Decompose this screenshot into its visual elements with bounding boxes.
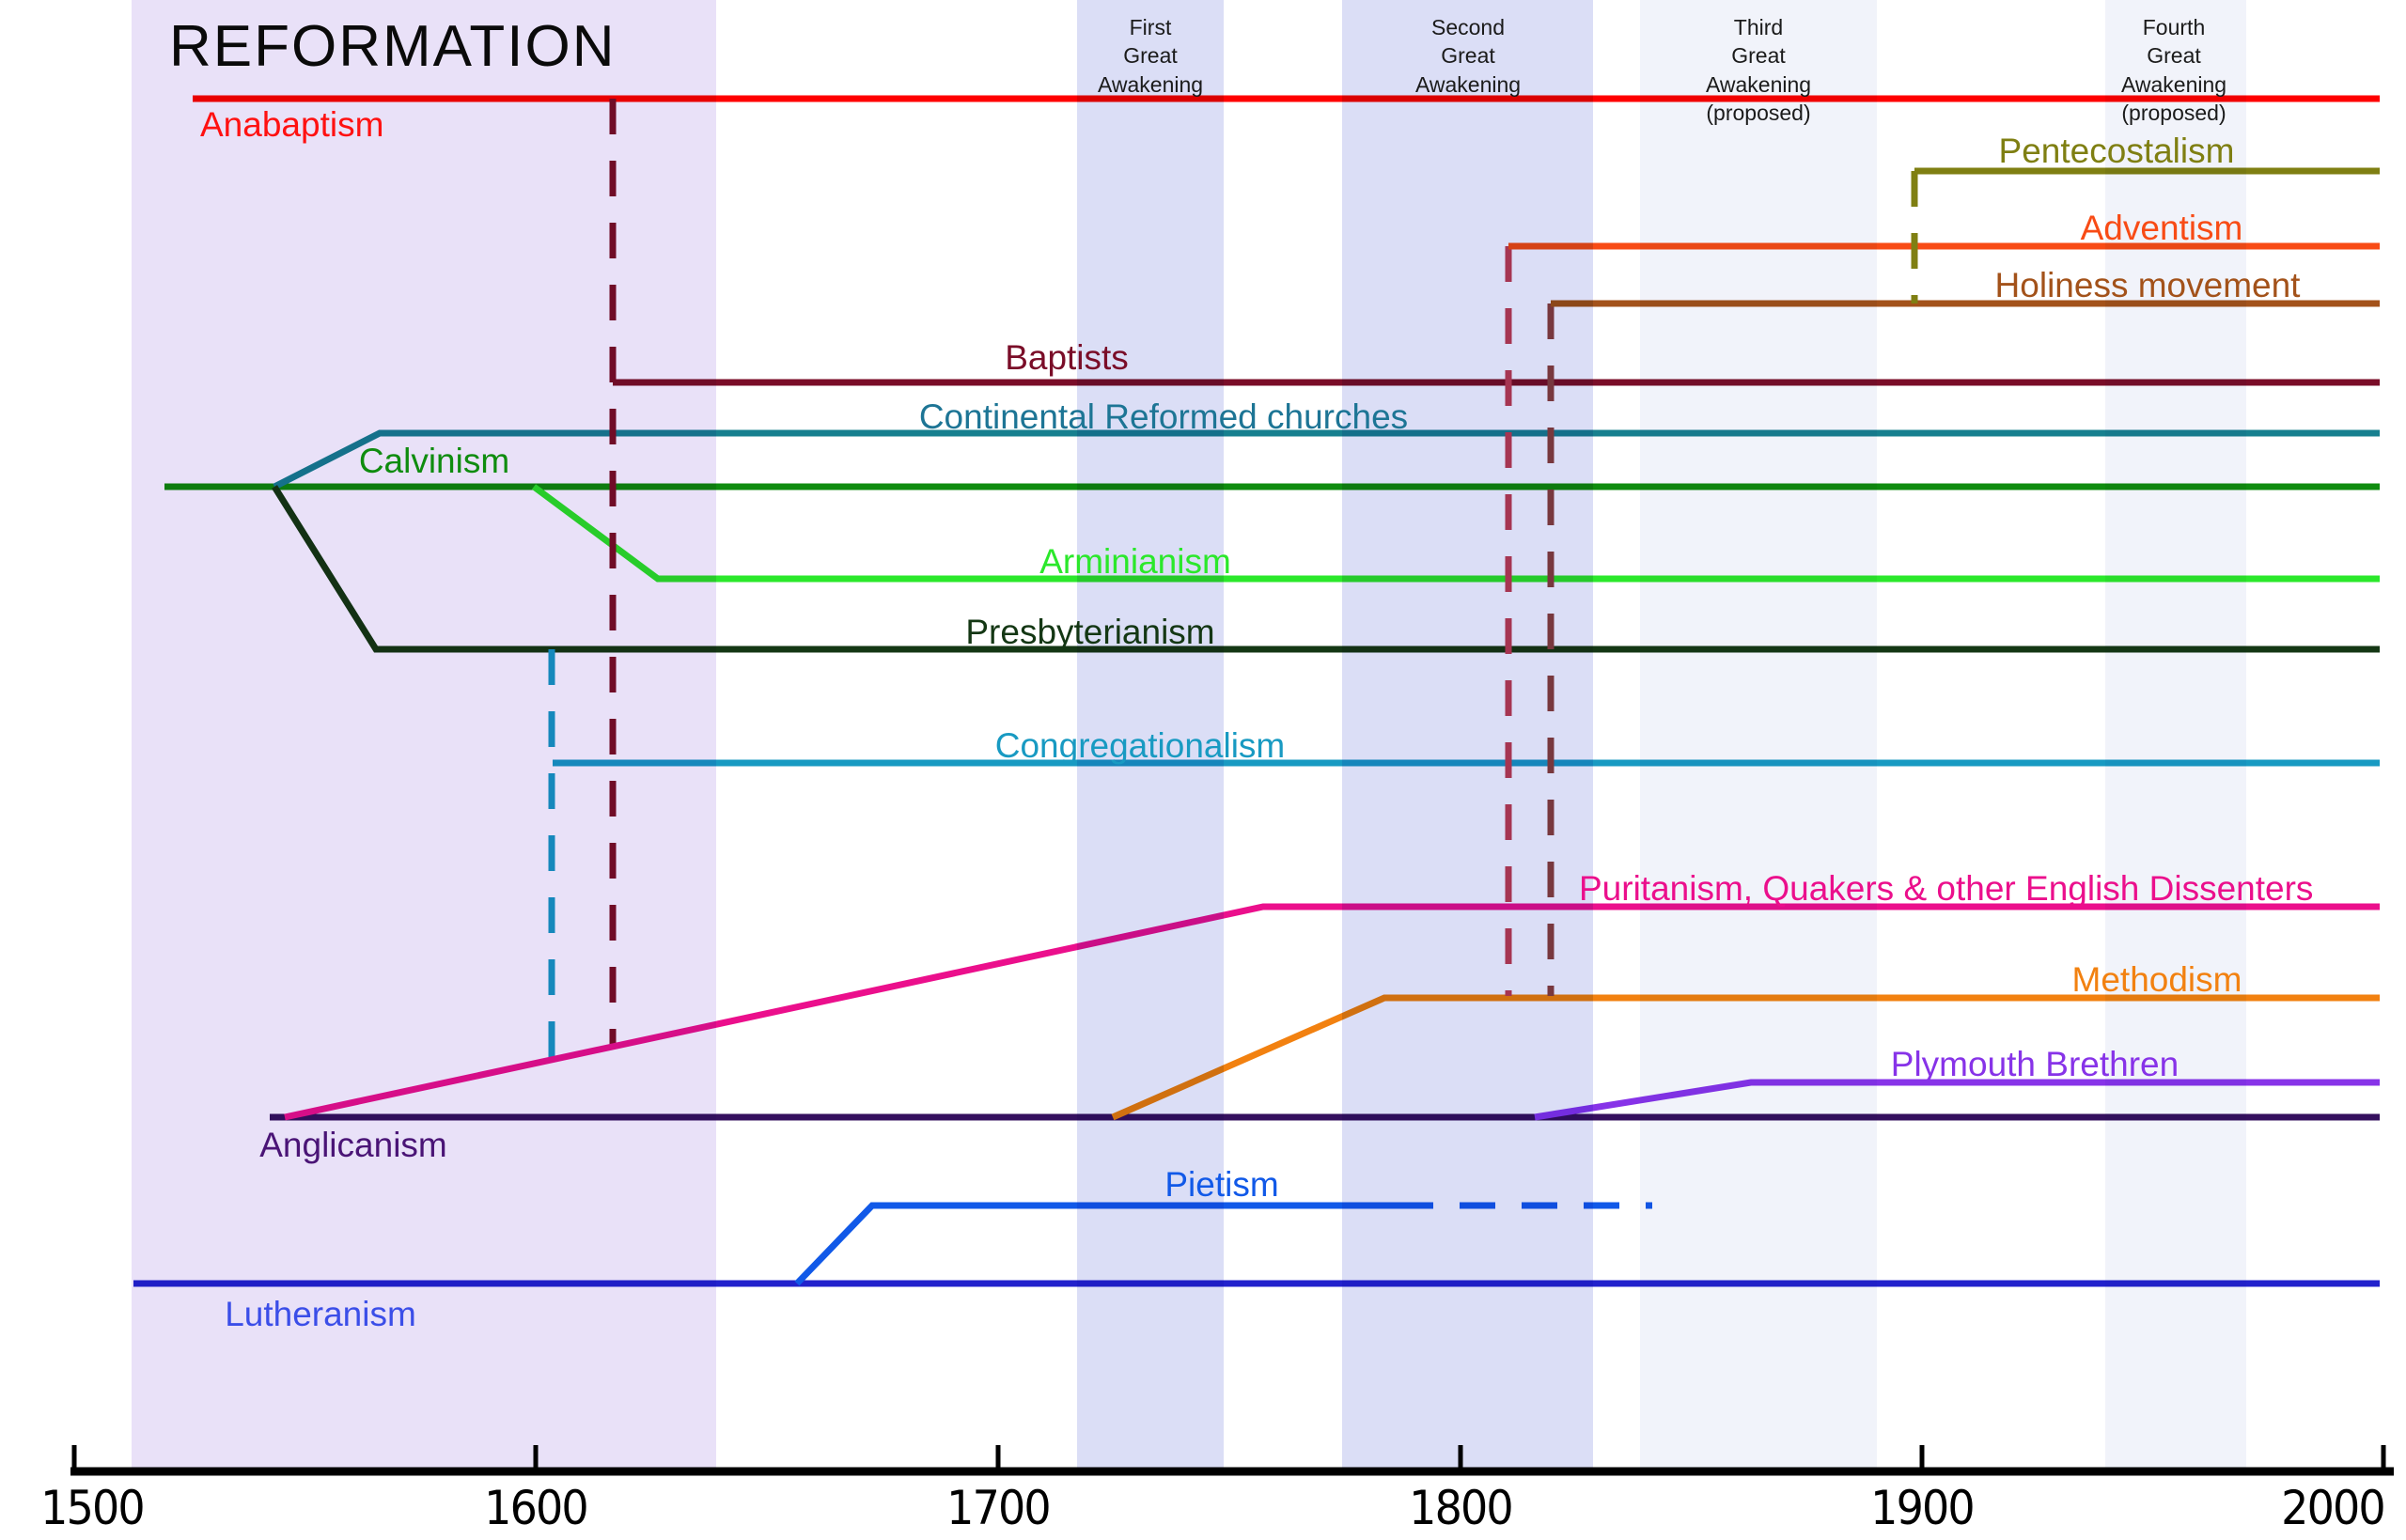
axis-label-2000: 2000 [2281,1481,2386,1535]
axis-label-1500: 1500 [40,1481,146,1535]
axis-label-1900: 1900 [1870,1481,1976,1535]
pentecostalism-label: Pentecostalism [1998,132,2235,170]
axis-label-1700: 1700 [946,1481,1052,1535]
pietism-label: Pietism [1164,1165,1279,1204]
methodism-line [1111,994,2380,1121]
first-great-awakening-label: First Great Awakening [1097,15,1204,97]
plymouth-brethren-label: Plymouth Brethren [1890,1045,2179,1083]
calvinism-label: Calvinism [358,442,510,480]
presbyterianism-label: Presbyterianism [965,613,1215,651]
anglicanism-label: Anglicanism [259,1126,447,1164]
adventism-label: Adventism [2080,209,2243,247]
baptists-label: Baptists [1005,338,1129,377]
axis-label-1600: 1600 [484,1481,589,1535]
presbyterianism-line [272,485,2380,653]
continental-reformed-label: Continental Reformed churches [918,397,1409,436]
pietism-line [794,1202,1398,1286]
fourth-great-awakening-label: Fourth Great Awakening (proposed) [2120,15,2227,126]
lutheranism-label: Lutheranism [225,1295,416,1333]
arminianism-label: Arminianism [1039,542,1231,581]
second-great-awakening-label: Second Great Awakening [1414,15,1522,97]
axis-label-1800: 1800 [1409,1481,1514,1535]
methodism-label: Methodism [2071,960,2242,999]
plymouth-brethren-line [1534,1079,2380,1121]
third-great-awakening-label: Third Great Awakening (proposed) [1705,15,1812,126]
congregationalism-label: Congregationalism [994,726,1286,765]
arminianism-line [531,484,2380,583]
continental-reformed-line [273,429,2380,490]
puritanism-label: Puritanism, Quakers & other English Diss… [1579,869,2314,908]
page-title: REFORMATION [169,14,617,79]
holiness-movement-label: Holiness movement [1994,266,2301,304]
anabaptism-label: Anabaptism [200,105,384,144]
